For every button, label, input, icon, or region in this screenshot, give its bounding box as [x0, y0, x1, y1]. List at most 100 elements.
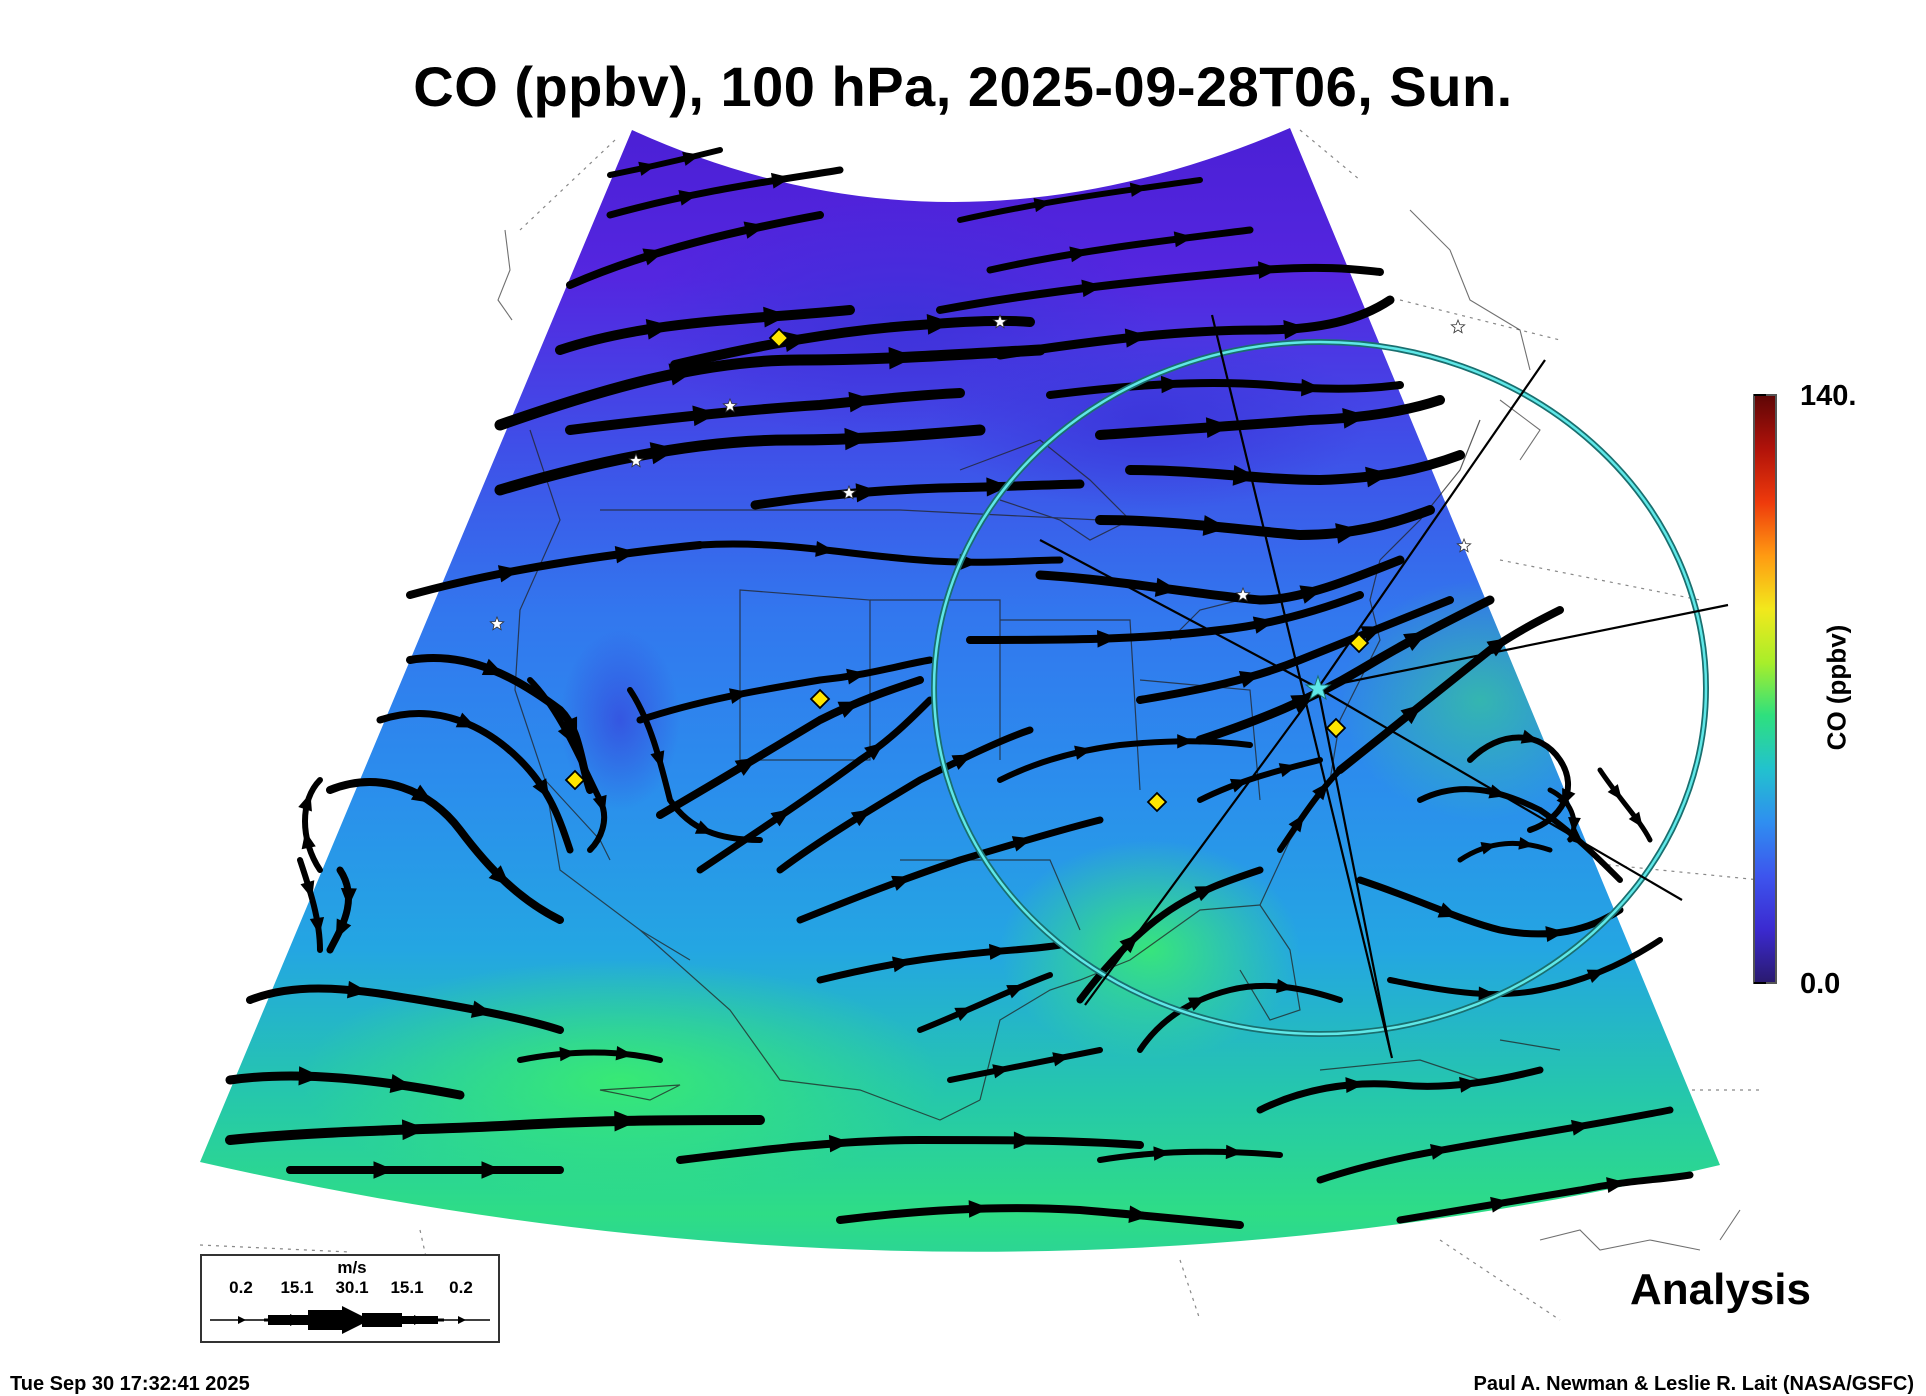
- site-diamond-marker: [1325, 717, 1347, 739]
- streamline-arrowhead: [1607, 784, 1622, 801]
- streamline: [1356, 876, 1624, 938]
- streamline-arrowhead: [1437, 902, 1459, 918]
- streamline-arrowhead: [301, 831, 316, 850]
- streamline-arrowhead: [1628, 811, 1643, 828]
- site-star-marker: [1235, 586, 1251, 602]
- streamline-arrowhead: [1486, 637, 1509, 657]
- streamline-arrowhead: [668, 363, 697, 386]
- site-star-marker: [1456, 537, 1472, 553]
- streamline-arrowhead: [1301, 378, 1323, 397]
- streamline-arrowhead: [1006, 985, 1025, 999]
- streamline-arrowhead: [888, 346, 916, 370]
- streamline: [606, 166, 844, 219]
- site-star-marker: [489, 615, 505, 631]
- streamline-arrowhead: [763, 306, 789, 328]
- streamline-arrowhead: [678, 189, 699, 206]
- streamline-arrowhead: [1194, 886, 1216, 902]
- streamline-arrowhead: [649, 442, 678, 465]
- streamline-arrowhead: [1312, 782, 1329, 801]
- streamline: [555, 305, 855, 355]
- streamline-arrowhead: [692, 405, 718, 427]
- streamline-arrowhead: [1074, 745, 1093, 760]
- streamline-arrowhead: [682, 151, 701, 166]
- streamline: [1277, 767, 1343, 853]
- streamline-arrowhead: [951, 754, 973, 770]
- streamline-arrowhead: [989, 943, 1009, 960]
- streamline: [947, 1047, 1103, 1083]
- streamline-arrowhead: [743, 221, 766, 239]
- streamline-arrowhead: [828, 1134, 851, 1153]
- site-star-marker: [722, 397, 738, 413]
- streamline-arrowhead: [1480, 842, 1497, 855]
- streamline-arrowhead: [481, 1161, 503, 1179]
- streamline-arrowhead: [1225, 1144, 1244, 1160]
- streamline-arrowhead: [373, 1161, 395, 1179]
- streamline: [406, 541, 704, 599]
- coastlines-outside: [497, 209, 1741, 1251]
- streamline: [607, 147, 723, 178]
- streamline-arrowhead: [1081, 279, 1104, 298]
- streamline: [1136, 596, 1454, 704]
- streamline-arrowhead: [1187, 997, 1207, 1011]
- streamline-arrowhead: [1400, 704, 1423, 725]
- streamline-arrowhead: [1520, 729, 1540, 744]
- streamline-arrowhead: [1570, 1119, 1592, 1136]
- streamline-arrowhead: [734, 757, 758, 776]
- streamline-arrowhead: [846, 668, 867, 685]
- wind-legend-tick: 15.1: [280, 1278, 314, 1297]
- streamline-arrowhead: [1278, 763, 1298, 778]
- streamline-arrowhead: [1335, 523, 1362, 544]
- streamline-arrowhead: [488, 865, 510, 887]
- site-star-marker: [992, 313, 1008, 329]
- streamline-arrowhead: [614, 545, 637, 564]
- streamline: [995, 295, 1395, 360]
- colorbar-title: CO (ppbv): [1821, 624, 1852, 751]
- streamline-arrowhead: [1299, 585, 1324, 604]
- streamline-arrowhead: [1360, 626, 1384, 643]
- site-star-marker: [628, 452, 644, 468]
- streamline-arrowhead: [1232, 465, 1259, 486]
- streamline-arrowhead: [1205, 417, 1232, 438]
- streamline-arrowhead: [1365, 466, 1391, 488]
- streamline: [836, 1204, 1244, 1229]
- streamline: [1097, 1148, 1283, 1163]
- streamline: [566, 211, 824, 289]
- streamline: [1256, 1066, 1544, 1114]
- streamline-arrowhead: [891, 875, 912, 891]
- streamline: [1316, 1106, 1674, 1184]
- streamline-arrowhead: [1518, 836, 1535, 850]
- streamline-arrowhead: [389, 1074, 414, 1094]
- streamline-arrowhead: [1252, 616, 1276, 634]
- streamline: [494, 344, 1046, 431]
- streamline-arrowhead: [1069, 246, 1090, 263]
- streamline-arrowhead: [1459, 1076, 1479, 1093]
- streamline-arrowhead: [844, 427, 872, 451]
- streamline: [225, 1071, 465, 1100]
- streamline-arrowhead: [968, 1200, 990, 1218]
- streamline-arrowhead: [614, 1110, 640, 1132]
- streamline: [696, 696, 934, 874]
- streamline-arrowhead: [1403, 631, 1428, 652]
- streamline: [1125, 450, 1465, 486]
- streamline-arrowhead: [532, 778, 550, 799]
- streamline-arrowhead: [892, 956, 913, 973]
- streamline-arrowhead: [557, 724, 573, 743]
- coastlines: [514, 419, 1561, 1121]
- streamline-arrowhead: [645, 319, 672, 340]
- site-markers: [489, 313, 1472, 813]
- streamline-arrowhead: [410, 784, 434, 804]
- streamline-arrowhead: [481, 658, 505, 676]
- streamline: [326, 778, 564, 924]
- streamline: [1095, 505, 1435, 541]
- streamline-arrowhead: [615, 1045, 634, 1061]
- streamline: [696, 540, 1064, 566]
- wind-legend-tick: 30.1: [335, 1278, 369, 1297]
- streamline-arrowhead: [1238, 670, 1262, 688]
- streamline: [1396, 1171, 1694, 1224]
- colorbar-min-label: 0.0: [1800, 968, 1841, 1000]
- wind-speed-legend: m/s 0.2 15.1 30.1 15.1 0.2: [200, 1254, 500, 1343]
- streamline: [527, 677, 608, 853]
- streamline-arrowhead: [1276, 978, 1294, 994]
- streamline: [936, 263, 1384, 314]
